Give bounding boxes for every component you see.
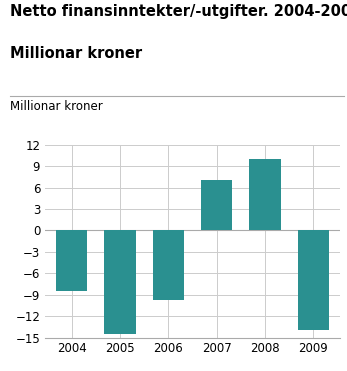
Bar (201, 180, 232, 230)
Text: Millionar kroner: Millionar kroner (10, 100, 103, 113)
Bar (153, 230, 184, 301)
Bar (56, 230, 87, 291)
Text: Millionar kroner: Millionar kroner (10, 46, 143, 61)
Bar (298, 230, 329, 331)
Text: Netto finansinntekter/-utgifter. 2004-2009.: Netto finansinntekter/-utgifter. 2004-20… (10, 4, 347, 19)
Bar (104, 230, 136, 334)
Bar (249, 159, 281, 230)
